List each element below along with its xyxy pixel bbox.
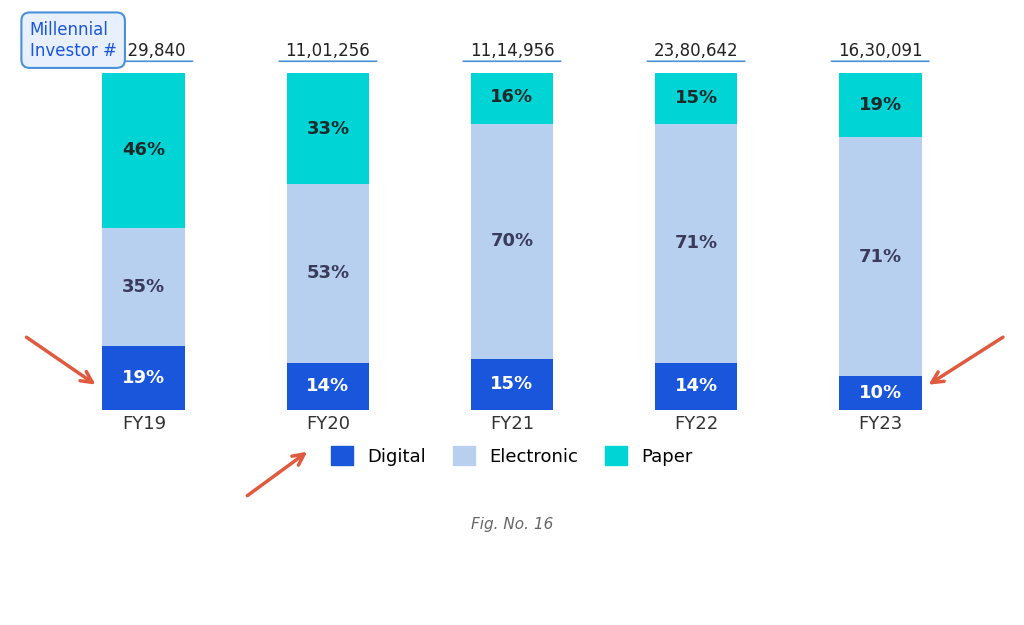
Bar — [287, 184, 370, 362]
Text: 10%: 10% — [858, 384, 902, 402]
Text: 14,29,840: 14,29,840 — [101, 42, 186, 59]
Bar — [839, 137, 922, 376]
Text: 53%: 53% — [306, 264, 349, 282]
Text: 71%: 71% — [675, 234, 718, 252]
Text: 19%: 19% — [858, 96, 902, 114]
Text: 35%: 35% — [122, 278, 166, 296]
Bar — [839, 73, 922, 137]
Text: Fig. No. 16: Fig. No. 16 — [471, 518, 553, 532]
Text: 71%: 71% — [858, 248, 902, 266]
Text: 15%: 15% — [490, 376, 534, 394]
Text: 11,14,956: 11,14,956 — [470, 42, 554, 59]
Text: 70%: 70% — [490, 232, 534, 251]
Bar — [654, 73, 737, 124]
Text: 23,80,642: 23,80,642 — [653, 42, 738, 59]
Text: 14%: 14% — [306, 377, 349, 395]
Text: 16,30,091: 16,30,091 — [838, 42, 923, 59]
Bar — [471, 69, 553, 124]
Text: 11,01,256: 11,01,256 — [286, 42, 371, 59]
Legend: Digital, Electronic, Paper: Digital, Electronic, Paper — [323, 438, 701, 475]
Bar — [839, 376, 922, 410]
Text: 19%: 19% — [122, 369, 166, 387]
Bar — [654, 124, 737, 362]
Text: 33%: 33% — [306, 119, 349, 138]
Bar — [471, 359, 553, 410]
Bar — [471, 124, 553, 359]
Text: 16%: 16% — [490, 88, 534, 106]
Bar — [654, 362, 737, 410]
Text: 15%: 15% — [675, 89, 718, 107]
Bar — [102, 346, 185, 410]
Text: 14%: 14% — [675, 377, 718, 395]
Text: 46%: 46% — [122, 141, 166, 159]
Bar — [102, 228, 185, 346]
Bar — [287, 362, 370, 410]
Bar — [287, 73, 370, 184]
Bar — [102, 73, 185, 228]
Text: Millennial
Investor #: Millennial Investor # — [30, 21, 117, 59]
